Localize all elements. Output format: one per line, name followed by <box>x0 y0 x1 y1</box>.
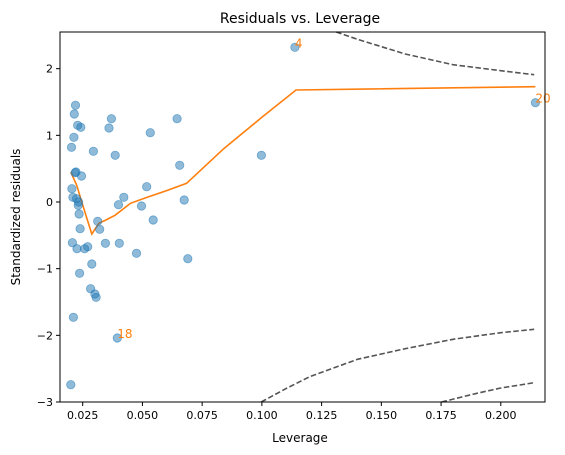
point-annotations: 4 20 18 <box>117 36 550 341</box>
data-point <box>66 142 77 152</box>
data-point <box>76 171 87 181</box>
data-point <box>142 182 152 192</box>
data-point <box>75 268 85 278</box>
data-point <box>179 195 189 205</box>
data-point <box>88 146 99 156</box>
data-point <box>95 224 105 234</box>
y-tick-label: −1 <box>37 263 53 276</box>
cook-upper-outer <box>335 31 535 76</box>
data-point <box>75 224 85 234</box>
x-axis-label: Leverage <box>272 431 328 445</box>
data-point <box>67 184 77 194</box>
cooks-distance-lines <box>260 31 535 403</box>
x-tick-label: 0.025 <box>67 409 99 422</box>
data-point <box>87 259 97 269</box>
data-point <box>74 197 84 207</box>
data-point <box>69 132 79 142</box>
data-point <box>104 123 114 133</box>
y-tick-label: 2 <box>46 63 53 76</box>
data-point <box>76 122 86 132</box>
data-point <box>70 100 81 110</box>
data-point <box>113 200 124 210</box>
data-point <box>136 201 147 211</box>
data-point <box>145 128 155 138</box>
annotation-label: 18 <box>117 327 132 341</box>
annotation-label: 20 <box>535 92 550 106</box>
data-point <box>91 292 101 302</box>
plot-frame <box>59 31 546 403</box>
cook-lower-outer <box>441 381 535 403</box>
data-point <box>530 98 541 108</box>
x-tick-label: 0.200 <box>485 409 517 422</box>
y-tick-label: −2 <box>37 329 53 342</box>
lowess-line-group <box>70 85 536 236</box>
y-tick-label: 0 <box>46 196 53 209</box>
data-point <box>67 238 78 248</box>
data-point <box>66 380 76 390</box>
data-point <box>148 215 158 225</box>
data-point <box>106 114 117 124</box>
scatter-points <box>66 42 541 390</box>
data-point <box>175 160 185 170</box>
data-point <box>114 238 124 248</box>
y-tick-label: −3 <box>37 396 53 409</box>
cook-lower-inner <box>260 328 535 403</box>
data-point <box>183 254 193 264</box>
data-point <box>256 150 266 160</box>
x-tick-label: 0.075 <box>186 409 218 422</box>
data-point <box>112 333 122 343</box>
x-tick-label: 0.050 <box>127 409 159 422</box>
data-point <box>110 150 120 160</box>
data-point <box>290 42 300 52</box>
data-point <box>100 238 111 248</box>
x-tick-label: 0.150 <box>366 409 398 422</box>
y-tick-label: 1 <box>46 129 53 142</box>
data-point <box>69 109 79 119</box>
x-tick-label: 0.125 <box>306 409 338 422</box>
data-point <box>119 192 129 202</box>
data-point <box>72 244 82 254</box>
data-point <box>172 114 182 124</box>
x-tick-label: 0.100 <box>246 409 278 422</box>
y-axis-ticks: −3 −2 −1 0 1 2 <box>37 63 60 409</box>
lowess-line <box>70 85 536 236</box>
data-point <box>93 216 103 226</box>
data-point <box>74 209 84 219</box>
data-point <box>83 242 93 252</box>
annotation-label: 4 <box>295 36 303 50</box>
data-point <box>131 248 142 258</box>
y-axis-label: Standardized residuals <box>9 149 23 286</box>
data-point <box>68 312 79 322</box>
x-axis-ticks: 0.025 0.050 0.075 0.100 0.125 0.150 0.175 0.200 <box>67 402 517 422</box>
x-tick-label: 0.175 <box>425 409 457 422</box>
chart-title: Residuals vs. Leverage <box>220 11 380 27</box>
